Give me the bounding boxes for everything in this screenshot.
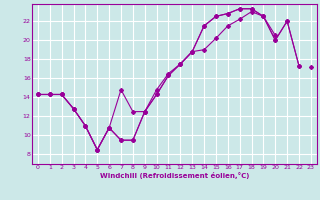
X-axis label: Windchill (Refroidissement éolien,°C): Windchill (Refroidissement éolien,°C) xyxy=(100,172,249,179)
